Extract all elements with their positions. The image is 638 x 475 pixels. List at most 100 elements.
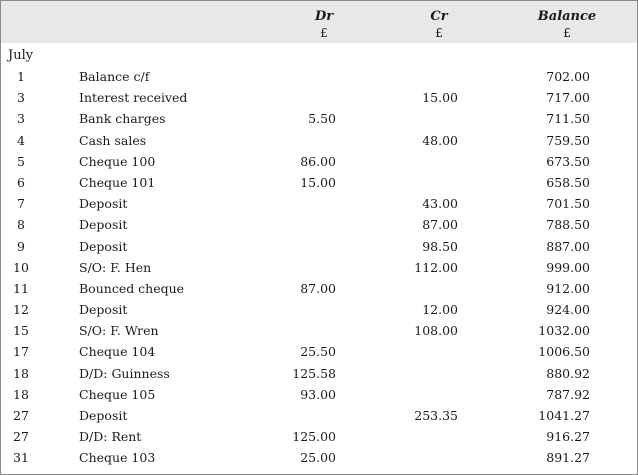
day-cell: 5 bbox=[17, 153, 25, 169]
balance-cell: 787.92 bbox=[546, 386, 590, 402]
description-cell: Balance c/f bbox=[79, 69, 150, 84]
table-row: 10 S/O: F. Hen 112.00 999.00 bbox=[1, 257, 637, 278]
balance-cell: 1041.27 bbox=[538, 408, 590, 423]
dr-column-header: Dr £ bbox=[279, 8, 369, 42]
cr-cell: 98.50 bbox=[422, 238, 458, 254]
cr-cell: 253.35 bbox=[414, 408, 458, 423]
transaction-rows: 1 Balance c/f 702.00 3 Interest received 15.0… bbox=[1, 66, 637, 469]
table-row: 7 Deposit 43.00 701.50 bbox=[1, 193, 637, 214]
day-cell: 4 bbox=[17, 132, 25, 148]
description-cell: Deposit bbox=[79, 217, 128, 233]
description-cell: D/D: Rent bbox=[79, 429, 142, 445]
dr-cell: 87.00 bbox=[300, 280, 336, 296]
balance-cell: 887.00 bbox=[546, 238, 590, 254]
description-cell: Cash sales bbox=[79, 132, 147, 148]
balance-cell: 701.50 bbox=[546, 196, 590, 212]
cr-cell: 15.00 bbox=[422, 90, 458, 106]
cr-cell: 48.00 bbox=[422, 132, 458, 148]
balance-cell: 702.00 bbox=[546, 69, 590, 84]
cr-cell: 112.00 bbox=[414, 259, 458, 275]
dr-cell: 25.50 bbox=[300, 344, 336, 360]
balance-unit: £ bbox=[563, 26, 571, 40]
table-row: 9 Deposit 98.50 887.00 bbox=[1, 236, 637, 257]
month-label: July bbox=[8, 48, 34, 63]
cr-column-header: Cr £ bbox=[394, 8, 484, 42]
balance-cell: 912.00 bbox=[546, 280, 590, 296]
description-cell: Cheque 103 bbox=[79, 450, 156, 466]
balance-cell: 1006.50 bbox=[538, 344, 590, 360]
balance-cell: 711.50 bbox=[546, 111, 590, 127]
description-cell: Cheque 105 bbox=[79, 386, 156, 402]
balance-cell: 788.50 bbox=[546, 217, 590, 233]
day-cell: 7 bbox=[17, 196, 25, 212]
table-row: 1 Balance c/f 702.00 bbox=[1, 66, 637, 87]
table-row: 17 Cheque 104 25.50 1006.50 bbox=[1, 341, 637, 362]
description-cell: Deposit bbox=[79, 238, 128, 254]
balance-column-header: Balance £ bbox=[522, 8, 612, 42]
balance-cell: 999.00 bbox=[546, 259, 590, 275]
balance-cell: 759.50 bbox=[546, 132, 590, 148]
day-cell: 6 bbox=[17, 174, 25, 190]
balance-cell: 916.27 bbox=[546, 429, 590, 445]
day-cell: 18 bbox=[13, 386, 29, 402]
dr-cell: 25.00 bbox=[300, 450, 336, 466]
table-row: 6 Cheque 101 15.00 658.50 bbox=[1, 172, 637, 193]
day-cell: 15 bbox=[13, 323, 29, 339]
day-cell: 3 bbox=[17, 111, 25, 127]
table-row: 31 Cheque 103 25.00 891.27 bbox=[1, 447, 637, 468]
description-cell: D/D: Guinness bbox=[79, 365, 170, 381]
table-row: 18 D/D: Guinness 125.58 880.92 bbox=[1, 363, 637, 384]
day-cell: 17 bbox=[13, 344, 29, 360]
description-cell: S/O: F. Hen bbox=[79, 259, 152, 275]
table-row: 27 D/D: Rent 125.00 916.27 bbox=[1, 426, 637, 447]
day-cell: 8 bbox=[17, 217, 25, 233]
day-cell: 11 bbox=[13, 280, 29, 296]
description-cell: S/O: F. Wren bbox=[79, 323, 159, 339]
dr-cell: 5.50 bbox=[308, 111, 336, 127]
table-row: 18 Cheque 105 93.00 787.92 bbox=[1, 384, 637, 405]
description-cell: Cheque 104 bbox=[79, 344, 156, 360]
balance-cell: 880.92 bbox=[546, 365, 590, 381]
day-cell: 9 bbox=[17, 238, 25, 254]
description-cell: Bank charges bbox=[79, 111, 166, 127]
table-row: 12 Deposit 12.00 924.00 bbox=[1, 299, 637, 320]
description-cell: Cheque 100 bbox=[79, 153, 156, 169]
table-row: 5 Cheque 100 86.00 673.50 bbox=[1, 151, 637, 172]
day-cell: 3 bbox=[17, 90, 25, 106]
description-cell: Deposit bbox=[79, 408, 128, 423]
day-cell: 31 bbox=[13, 450, 29, 466]
description-cell: Deposit bbox=[79, 196, 128, 212]
table-header: Dr £ Cr £ Balance £ bbox=[1, 1, 637, 43]
table-row: 15 S/O: F. Wren 108.00 1032.00 bbox=[1, 320, 637, 341]
day-cell: 27 bbox=[13, 408, 29, 423]
table-row: 3 Bank charges 5.50 711.50 bbox=[1, 108, 637, 129]
cr-cell: 108.00 bbox=[414, 323, 458, 339]
balance-cell: 924.00 bbox=[546, 302, 590, 318]
day-cell: 27 bbox=[13, 429, 29, 445]
dr-cell: 86.00 bbox=[300, 153, 336, 169]
balance-cell: 673.50 bbox=[546, 153, 590, 169]
table-row: 4 Cash sales 48.00 759.50 bbox=[1, 130, 637, 151]
day-cell: 10 bbox=[13, 259, 29, 275]
description-cell: Cheque 101 bbox=[79, 174, 156, 190]
description-cell: Interest received bbox=[79, 90, 188, 106]
description-cell: Deposit bbox=[79, 302, 128, 318]
cr-cell: 43.00 bbox=[422, 196, 458, 212]
dr-cell: 125.58 bbox=[292, 365, 336, 381]
cr-cell: 12.00 bbox=[422, 302, 458, 318]
table-row: 11 Bounced cheque 87.00 912.00 bbox=[1, 278, 637, 299]
table-row: 3 Interest received 15.00 717.00 bbox=[1, 87, 637, 108]
table-row: 27 Deposit 253.35 1041.27 bbox=[1, 405, 637, 426]
balance-cell: 1032.00 bbox=[538, 323, 590, 339]
cr-cell: 87.00 bbox=[422, 217, 458, 233]
cr-unit: £ bbox=[435, 26, 443, 40]
table-row: 8 Deposit 87.00 788.50 bbox=[1, 214, 637, 235]
dr-cell: 125.00 bbox=[292, 429, 336, 445]
day-cell: 1 bbox=[17, 69, 25, 84]
balance-cell: 891.27 bbox=[546, 450, 590, 466]
dr-unit: £ bbox=[320, 26, 328, 40]
day-cell: 18 bbox=[13, 365, 29, 381]
dr-cell: 15.00 bbox=[300, 174, 336, 190]
cr-heading: Cr bbox=[430, 9, 448, 24]
